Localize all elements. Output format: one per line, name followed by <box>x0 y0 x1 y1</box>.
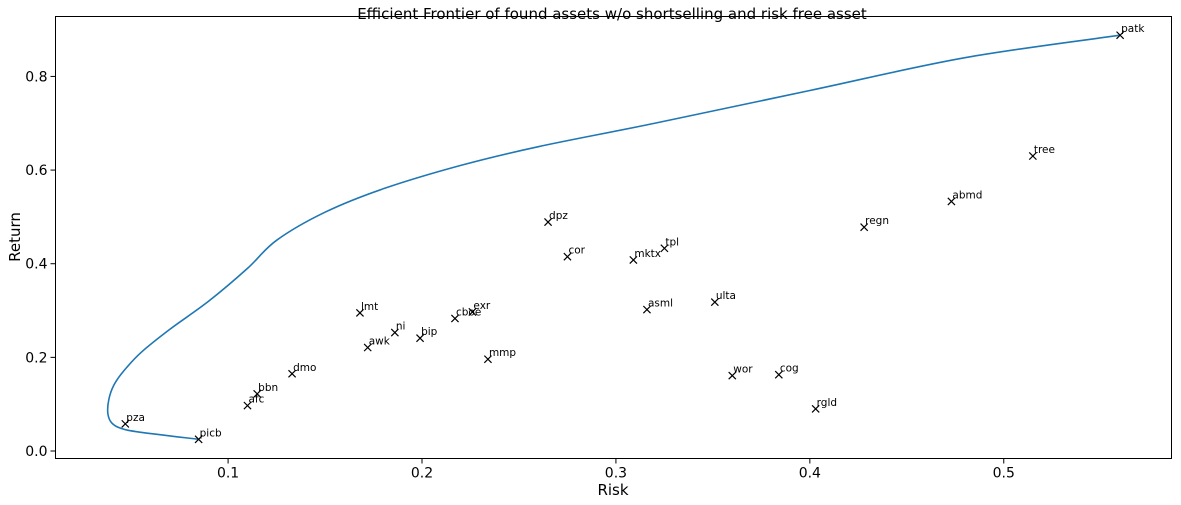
y-tick-label: 0.2 <box>25 350 47 366</box>
asset-marker-asml <box>642 305 651 314</box>
asset-marker-tree <box>1028 152 1037 161</box>
asset-label-awk: awk <box>369 336 391 348</box>
asset-label-ulta: ulta <box>716 290 736 302</box>
asset-label-cog: cog <box>780 363 799 375</box>
asset-marker-regn <box>860 223 869 232</box>
x-tick-label: 0.3 <box>605 466 627 482</box>
asset-label-bip: bip <box>421 326 438 338</box>
asset-marker-cboe <box>450 314 459 323</box>
asset-label-mktx: mktx <box>634 248 661 260</box>
asset-marker-patk <box>1116 31 1125 40</box>
asset-marker-ulta <box>710 298 719 307</box>
x-axis-label: Risk <box>597 481 628 499</box>
asset-label-regn: regn <box>865 215 889 227</box>
asset-label-tpl: tpl <box>665 236 679 248</box>
asset-marker-lmt <box>355 308 364 317</box>
asset-marker-abmd <box>947 197 956 206</box>
y-axis: 0.0 0.2 0.4 0.6 0.8 <box>25 69 56 460</box>
asset-label-bbn: bbn <box>258 382 278 394</box>
asset-marker-rgld <box>811 404 820 413</box>
asset-label-mmp: mmp <box>489 347 516 359</box>
asset-marker-picb <box>194 435 203 444</box>
asset-marker-dmo <box>288 369 297 378</box>
asset-marker-pza <box>121 419 130 428</box>
asset-label-pza: pza <box>126 412 145 424</box>
asset-marker-tpl <box>660 244 669 253</box>
plot-area-frame <box>55 16 1172 459</box>
asset-marker-ni <box>390 328 399 337</box>
asset-label-dmo: dmo <box>293 362 316 374</box>
x-axis: 0.1 0.2 0.3 0.4 0.5 <box>217 458 1015 482</box>
asset-label-tree: tree <box>1034 144 1055 156</box>
chart-title: Efficient Frontier of found assets w/o s… <box>357 5 867 23</box>
asset-marker-awk <box>363 343 372 352</box>
x-tick-label: 0.4 <box>799 466 821 482</box>
asset-marker-dpz <box>544 218 553 227</box>
asset-label-patk: patk <box>1121 23 1145 35</box>
asset-label-wor: wor <box>733 364 753 376</box>
asset-marker-mktx <box>629 255 638 264</box>
asset-label-afc: afc <box>248 394 264 406</box>
x-tick-label: 0.5 <box>993 466 1015 482</box>
asset-label-cor: cor <box>568 245 585 257</box>
y-axis-label: Return <box>6 212 24 262</box>
x-tick-label: 0.2 <box>411 466 433 482</box>
asset-marker-bip <box>416 334 425 343</box>
y-tick-label: 0.8 <box>25 69 47 85</box>
asset-label-dpz: dpz <box>549 210 568 222</box>
asset-marker-cog <box>774 370 783 379</box>
asset-label-rgld: rgld <box>817 397 837 409</box>
y-tick-label: 0.6 <box>25 163 47 179</box>
x-tick-label: 0.1 <box>217 466 239 482</box>
asset-marker-afc <box>243 401 252 410</box>
asset-label-exr: exr <box>473 300 490 312</box>
asset-label-abmd: abmd <box>952 189 982 201</box>
asset-marker-exr <box>468 307 477 316</box>
asset-marker-mmp <box>483 355 492 364</box>
asset-label-picb: picb <box>200 427 222 439</box>
asset-marker-cor <box>563 252 572 261</box>
asset-marker-wor <box>728 371 737 380</box>
asset-label-cboe: cboe <box>456 307 481 319</box>
efficient-frontier-line <box>106 34 1121 441</box>
asset-label-asml: asml <box>648 298 673 310</box>
asset-label-lmt: lmt <box>361 301 378 313</box>
y-tick-label: 0.4 <box>25 257 47 273</box>
asset-label-ni: ni <box>396 321 406 333</box>
y-tick-label: 0.0 <box>25 444 47 460</box>
asset-marker-bbn <box>253 389 262 398</box>
